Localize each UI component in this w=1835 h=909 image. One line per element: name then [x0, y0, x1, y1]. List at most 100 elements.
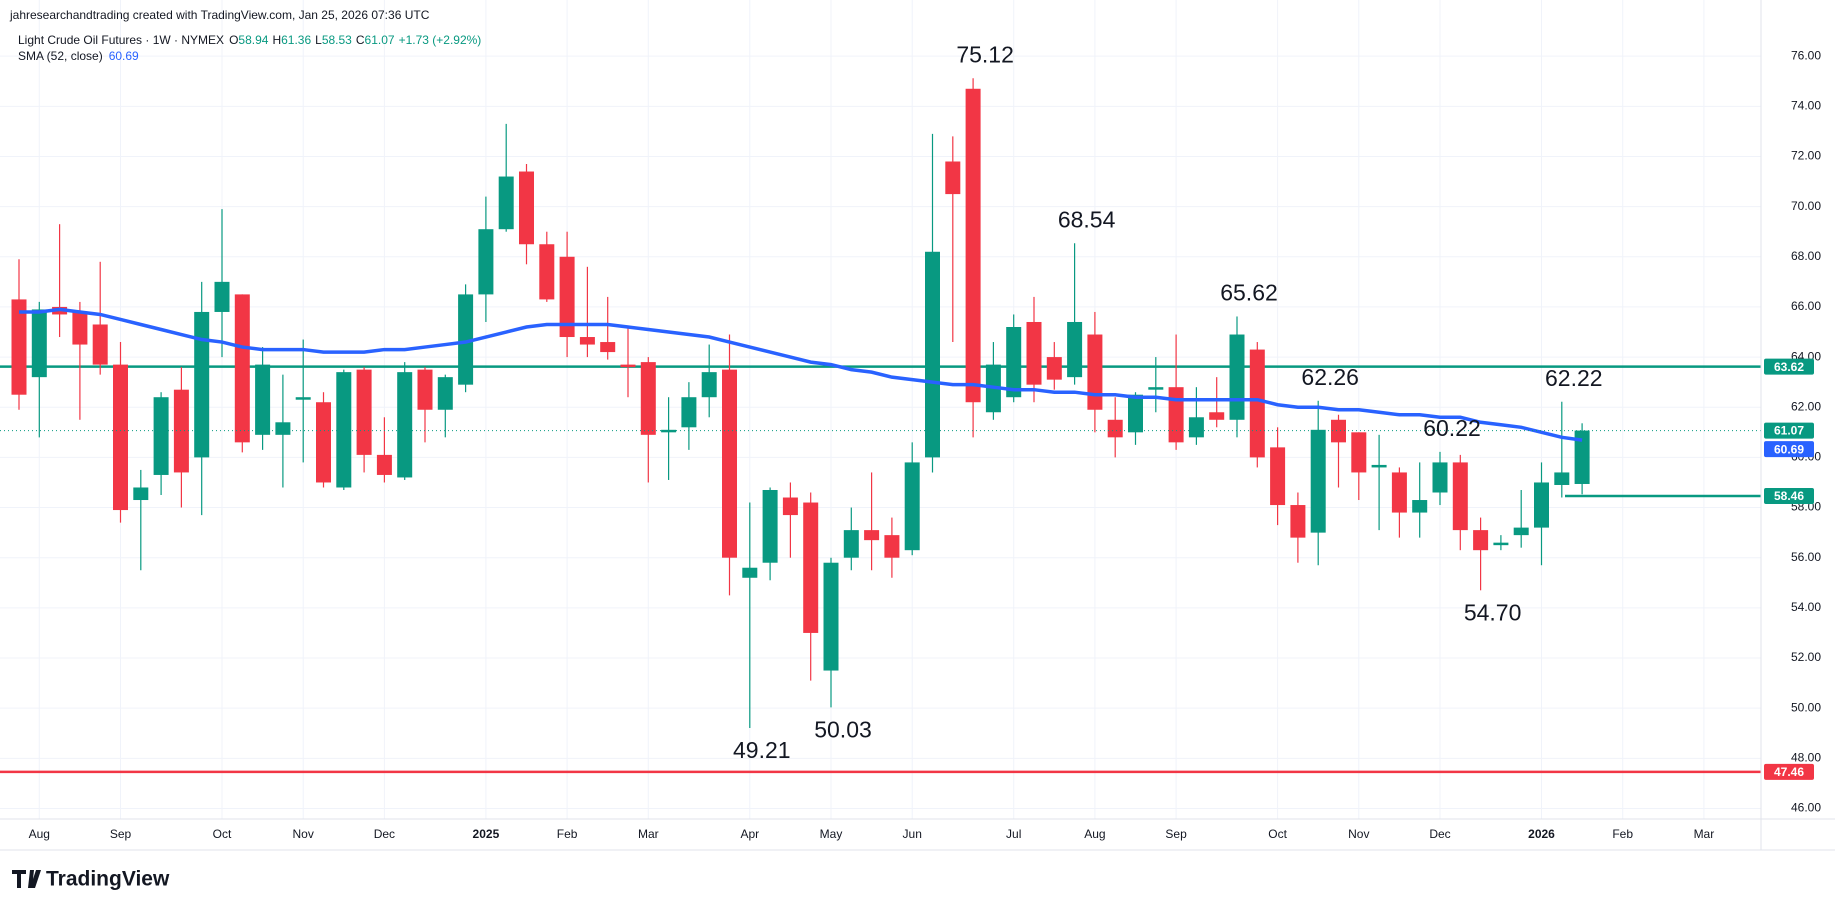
y-tick-label: 50.00 [1791, 700, 1821, 714]
x-tick-label: Oct [1268, 827, 1287, 841]
price-badge-label: 60.69 [1774, 442, 1804, 456]
price-badge-label: 58.46 [1774, 489, 1804, 503]
candle-body [478, 229, 494, 295]
candle-body [1270, 447, 1286, 506]
candle-body [1067, 321, 1083, 378]
candle-body [316, 402, 331, 483]
candle-body [397, 372, 413, 478]
candle-body [1249, 349, 1265, 458]
candle-body [376, 454, 392, 475]
candle-body [113, 364, 128, 511]
quote-value: 61.07 [365, 33, 395, 47]
candle-body [92, 324, 108, 365]
x-tick-label: Nov [293, 827, 314, 841]
y-tick-label: 66.00 [1791, 299, 1821, 313]
candle-body [722, 369, 737, 558]
candle-body [1107, 419, 1123, 438]
y-tick-label: 68.00 [1791, 249, 1821, 263]
candle-body [1290, 505, 1306, 538]
x-tick-label: May [820, 827, 843, 841]
candle-body [1188, 417, 1204, 438]
price-badge [1764, 441, 1814, 458]
candle-body [1412, 500, 1428, 513]
candle-body [803, 502, 819, 633]
candle-body [965, 88, 981, 403]
x-tick-label: Sep [1165, 827, 1187, 841]
sma-line [19, 307, 1583, 442]
candle-body [275, 422, 291, 435]
legend-quote: Light Crude Oil Futures · 1W · NYMEX O58.… [18, 33, 481, 47]
x-tick-label: Feb [557, 827, 578, 841]
candle-body [356, 369, 372, 455]
candle-body [234, 294, 250, 443]
y-tick-label: 48.00 [1791, 750, 1821, 764]
y-tick-label: 72.00 [1791, 149, 1821, 163]
quote-key: H [272, 33, 281, 47]
y-tick-label: 46.00 [1791, 801, 1821, 815]
x-tick-label: Sep [110, 827, 132, 841]
x-tick-label: 2025 [473, 827, 500, 841]
y-tick-label: 54.00 [1791, 600, 1821, 614]
quote-change: +1.73 (+2.92%) [399, 33, 482, 47]
y-tick-label: 76.00 [1791, 48, 1821, 62]
candle-body [1351, 432, 1367, 473]
candle-body [620, 364, 636, 368]
candle-body [11, 299, 27, 395]
x-tick-label: Aug [1084, 827, 1105, 841]
candle-body [1452, 462, 1468, 531]
candle-body [498, 176, 514, 230]
candle-body [600, 342, 616, 353]
candle-body [782, 497, 798, 516]
sma-value: 60.69 [109, 49, 139, 63]
candle-body [255, 364, 271, 435]
quote-value: 58.94 [238, 33, 268, 47]
candle-body [153, 397, 169, 475]
candle-body [701, 372, 717, 398]
x-tick-label: Dec [1429, 827, 1450, 841]
candle-body [1534, 482, 1549, 528]
candle-body [1229, 334, 1245, 420]
candle-body [72, 311, 88, 345]
x-tick-label: Oct [213, 827, 232, 841]
candle-body [640, 362, 656, 435]
candle-body [519, 171, 534, 245]
credit: jahresearchandtrading created with Tradi… [9, 8, 430, 22]
candle-body [762, 489, 778, 563]
price-annotation: 68.54 [1058, 206, 1116, 232]
sma-name: SMA (52, close) [18, 49, 103, 63]
candle-body [194, 311, 210, 458]
candle-body [843, 530, 859, 558]
legend-symbol: Light Crude Oil Futures · 1W · NYMEX [18, 33, 224, 47]
candle-body [1473, 530, 1489, 551]
candle-body [1554, 472, 1570, 485]
price-badge [1764, 358, 1814, 375]
quote-key: O [229, 33, 238, 47]
candle-body [1006, 326, 1022, 398]
candle-body [1148, 387, 1164, 390]
candle-body [1493, 542, 1509, 546]
x-tick-label: 2026 [1528, 827, 1555, 841]
candle-body [1331, 419, 1346, 443]
candle-body [661, 429, 677, 433]
x-tick-label: Jun [903, 827, 922, 841]
quote-key: L [315, 33, 322, 47]
candle-body [336, 372, 352, 488]
price-annotation: 54.70 [1464, 599, 1522, 625]
candle-body [539, 244, 555, 300]
candle-body [1046, 357, 1062, 380]
candle-body [559, 256, 575, 338]
x-tick-label: Dec [374, 827, 395, 841]
candle-body [31, 309, 47, 378]
price-annotation: 50.03 [814, 716, 872, 742]
price-badge [1764, 763, 1814, 780]
price-badge-label: 61.07 [1774, 424, 1804, 438]
x-tick-label: Jul [1006, 827, 1021, 841]
candle-body [864, 530, 880, 541]
candle-body [884, 535, 900, 558]
candle-body [295, 397, 311, 400]
candle-body [417, 369, 433, 410]
candle-body [458, 294, 474, 385]
candle-body [1026, 321, 1042, 385]
candle-body [1513, 527, 1529, 536]
